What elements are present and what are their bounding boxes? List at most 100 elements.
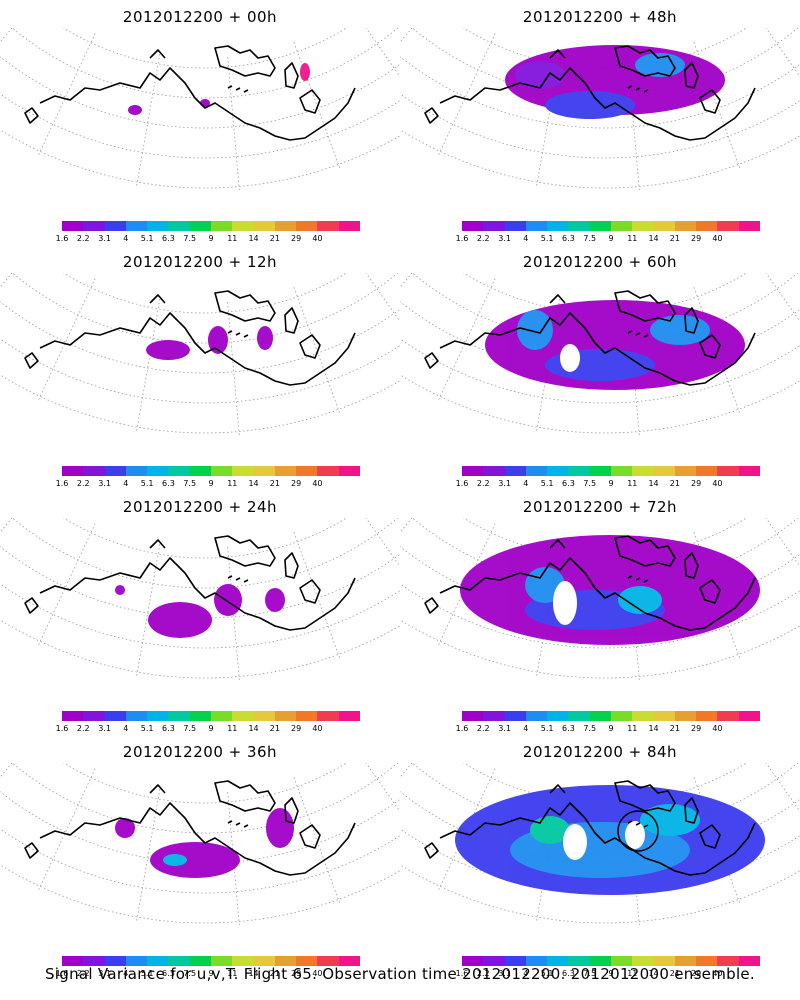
- colorbar-swatch: [462, 956, 484, 966]
- colorbar-label: 9: [608, 234, 614, 243]
- colorbar-label: 7.5: [583, 479, 597, 488]
- colorbar-label: 5.1: [140, 969, 154, 978]
- graticule: [400, 518, 800, 682]
- colorbar-label: 11: [227, 479, 238, 488]
- colorbar-label: 14: [648, 724, 659, 733]
- coastline: [24, 45, 356, 141]
- colorbar-swatch: [210, 956, 233, 966]
- colorbar-swatch: [62, 956, 84, 966]
- colorbar-labels: 1.6 2.2 3.1 4 5.1 6.3 7.5 9 11 14 21 29 40: [456, 234, 760, 244]
- colorbar-label: 29: [691, 969, 702, 978]
- polar-stereographic-map: [0, 273, 400, 437]
- colorbar-label: 40: [712, 969, 723, 978]
- coastline: [24, 780, 356, 876]
- colorbar-swatch: [696, 956, 718, 966]
- colorbar-swatch: [632, 466, 654, 476]
- map-panel: 2012012200 + 24h 1.6 2.2 3.1 4 5.1 6.3 7.5 9 11 14…: [0, 490, 400, 735]
- colorbar-swatch: [589, 466, 611, 476]
- colorbar-swatch: [653, 221, 675, 231]
- colorbar-swatch: [147, 221, 169, 231]
- colorbar-label: 3.1: [498, 479, 511, 488]
- colorbar-label: 21: [669, 969, 680, 978]
- colorbar-swatch: [738, 466, 760, 476]
- figure-caption: Signal Variance for u,v,T. Flight 65. Ob…: [44, 965, 756, 983]
- colorbar-label: 2.2: [76, 479, 90, 488]
- colorbar-swatch: [653, 956, 675, 966]
- variance-field: [146, 326, 273, 360]
- colorbar-swatch: [568, 956, 590, 966]
- colorbar-label: 11: [627, 969, 638, 978]
- graticule: [0, 273, 400, 437]
- colorbar-swatch: [338, 711, 360, 721]
- colorbar-swatch: [589, 221, 611, 231]
- colorbar-label: 7.5: [183, 969, 197, 978]
- colorbar-swatch: [83, 221, 105, 231]
- colorbar-label: 6.3: [162, 234, 175, 243]
- colorbar-label: 4: [523, 969, 529, 978]
- colorbar-swatch: [274, 466, 297, 476]
- colorbar-swatch: [168, 466, 190, 476]
- colorbar-label: 21: [269, 969, 280, 978]
- colorbar-label: 5.1: [540, 234, 554, 243]
- colorbar-swatch: [504, 466, 526, 476]
- panel-title: 2012012200 + 24h: [122, 498, 278, 516]
- colorbar-swatch: [547, 466, 569, 476]
- colorbar-label: 7.5: [183, 234, 197, 243]
- colorbar-swatch: [83, 466, 105, 476]
- colorbar: [62, 466, 360, 476]
- colorbar-label: 21: [669, 479, 680, 488]
- colorbar-label: 1.6: [55, 234, 69, 243]
- colorbar-label: 3.1: [98, 969, 111, 978]
- colorbar-swatch: [717, 711, 739, 721]
- colorbar-label: 11: [227, 724, 238, 733]
- colorbar-swatch: [483, 466, 505, 476]
- coastline: [24, 290, 356, 386]
- colorbar-label: 9: [208, 479, 214, 488]
- colorbar-swatch: [147, 711, 169, 721]
- colorbar-label: 3.1: [498, 724, 511, 733]
- colorbar-label: 14: [248, 969, 259, 978]
- colorbar-swatch: [232, 956, 254, 966]
- colorbar-label: 1.6: [455, 969, 469, 978]
- colorbar-swatch: [610, 466, 633, 476]
- colorbar-swatch: [568, 221, 590, 231]
- colorbar: [462, 221, 760, 231]
- colorbar-label: 2.2: [76, 724, 90, 733]
- map-panel: 2012012200 + 36h 1.6 2.2 3.1 4 5.1 6.3 7.5 9 11 14…: [0, 735, 400, 980]
- colorbar-swatch: [717, 956, 739, 966]
- colorbar-swatch: [104, 466, 126, 476]
- polar-stereographic-map: [0, 518, 400, 682]
- colorbar-label: 6.3: [162, 724, 175, 733]
- colorbar-swatch: [168, 221, 190, 231]
- colorbar-label: 14: [248, 234, 259, 243]
- colorbar-label: 5.1: [540, 479, 554, 488]
- colorbar-label: 2.2: [76, 969, 90, 978]
- colorbar-swatch: [338, 466, 360, 476]
- colorbar-swatch: [232, 221, 254, 231]
- colorbar-label: 9: [208, 234, 214, 243]
- colorbar-swatch: [717, 221, 739, 231]
- map-panel: 2012012200 + 84h 1.6 2.2 3.1 4 5.1 6.3 7.5 9 11 14…: [400, 735, 800, 980]
- colorbar-label: 40: [712, 724, 723, 733]
- colorbar-swatch: [317, 221, 339, 231]
- colorbar-label: 4: [123, 234, 129, 243]
- colorbar-label: 1.6: [55, 479, 69, 488]
- colorbar-label: 6.3: [162, 479, 175, 488]
- colorbar-label: 29: [691, 234, 702, 243]
- colorbar-swatch: [232, 466, 254, 476]
- graticule: [400, 28, 800, 192]
- colorbar-label: 11: [627, 234, 638, 243]
- colorbar-swatch: [483, 221, 505, 231]
- colorbar-label: 1.6: [55, 724, 69, 733]
- colorbar-swatch: [462, 221, 484, 231]
- colorbar-label: 40: [312, 234, 323, 243]
- colorbar-swatch: [610, 711, 633, 721]
- graticule: [0, 763, 400, 927]
- colorbar-label: 2.2: [76, 234, 90, 243]
- colorbar-swatch: [317, 711, 339, 721]
- colorbar-swatch: [253, 956, 275, 966]
- colorbar-label: 6.3: [162, 969, 175, 978]
- colorbar-label: 3.1: [498, 234, 511, 243]
- colorbar-labels: 1.6 2.2 3.1 4 5.1 6.3 7.5 9 11 14 21 29 40: [56, 969, 360, 979]
- colorbar-label: 29: [291, 479, 302, 488]
